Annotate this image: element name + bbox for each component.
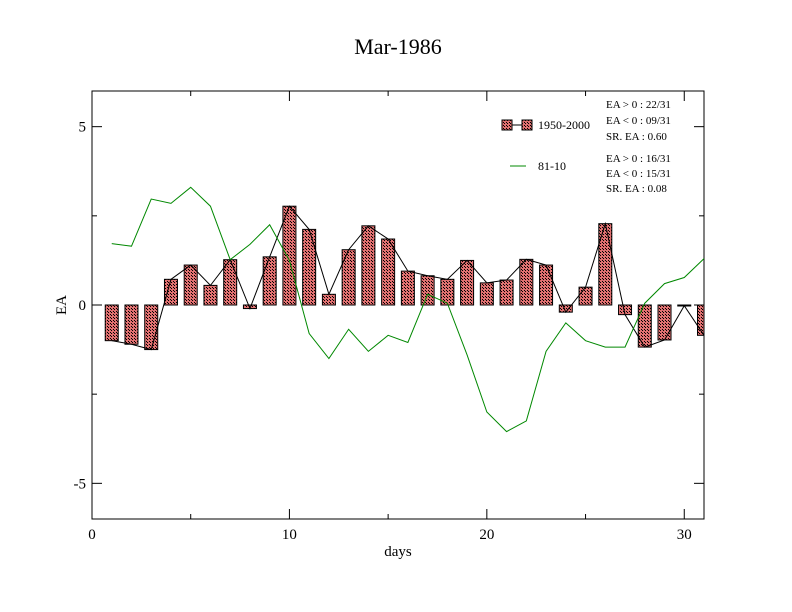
legend-label-81-10: 81-10 <box>538 159 566 173</box>
y-tick-label: 0 <box>79 298 87 314</box>
bar <box>519 258 534 306</box>
series-line-81-10 <box>111 186 705 433</box>
bar <box>420 275 435 306</box>
x-axis-label: days <box>384 544 412 560</box>
stat-81-10-neg: EA < 0 : 15/31 <box>606 168 671 180</box>
legend: 1950-2000 81-10 EA > 0 : 22/31 EA < 0 : … <box>501 99 671 195</box>
bar <box>104 304 119 342</box>
legend-swatch-1950-2000-a <box>501 119 513 131</box>
stat-81-10-sr: SR. EA : 0.08 <box>606 183 667 195</box>
stat-1950-2000-sr: SR. EA : 0.60 <box>606 131 667 143</box>
y-axis-ticks: -5 0 5 <box>74 120 704 492</box>
y-tick-label: 5 <box>79 120 87 136</box>
stat-1950-2000-pos: EA > 0 : 22/31 <box>606 99 671 111</box>
x-tick-label: 0 <box>88 527 96 543</box>
x-tick-label: 10 <box>282 527 297 543</box>
x-tick-label: 20 <box>479 527 494 543</box>
bar <box>341 249 356 306</box>
y-tick-label: -5 <box>74 476 87 492</box>
bar <box>400 270 415 306</box>
bar <box>637 304 652 348</box>
stat-1950-2000-neg: EA < 0 : 09/31 <box>606 115 671 127</box>
bar <box>223 259 238 306</box>
line-1950-2000 <box>111 205 705 351</box>
bar <box>697 304 705 336</box>
series-line-1950-2000 <box>111 205 705 351</box>
chart-title: Mar-1986 <box>354 34 442 59</box>
bar <box>460 259 475 306</box>
bar <box>124 304 139 345</box>
y-axis-label: EA <box>54 295 70 315</box>
x-tick-label: 30 <box>677 527 692 543</box>
bar <box>539 264 554 306</box>
line-81-10 <box>111 186 705 433</box>
bar <box>321 293 336 306</box>
bar <box>479 282 494 306</box>
legend-label-1950-2000: 1950-2000 <box>538 118 590 132</box>
bar <box>578 286 593 306</box>
bar <box>381 238 396 306</box>
bar <box>144 304 159 351</box>
x-axis-ticks: 0 10 20 30 <box>88 91 692 543</box>
bar <box>302 228 317 306</box>
bar <box>183 264 198 306</box>
bar <box>163 278 178 306</box>
bars-1950-2000 <box>104 205 705 351</box>
bar <box>657 304 672 341</box>
stat-81-10-pos: EA > 0 : 16/31 <box>606 153 671 165</box>
bar <box>262 256 277 306</box>
bar <box>598 223 613 306</box>
legend-swatch-1950-2000-b <box>521 119 533 131</box>
bar <box>203 284 218 306</box>
bar <box>282 205 297 306</box>
bar <box>499 279 514 306</box>
bar <box>361 225 376 306</box>
